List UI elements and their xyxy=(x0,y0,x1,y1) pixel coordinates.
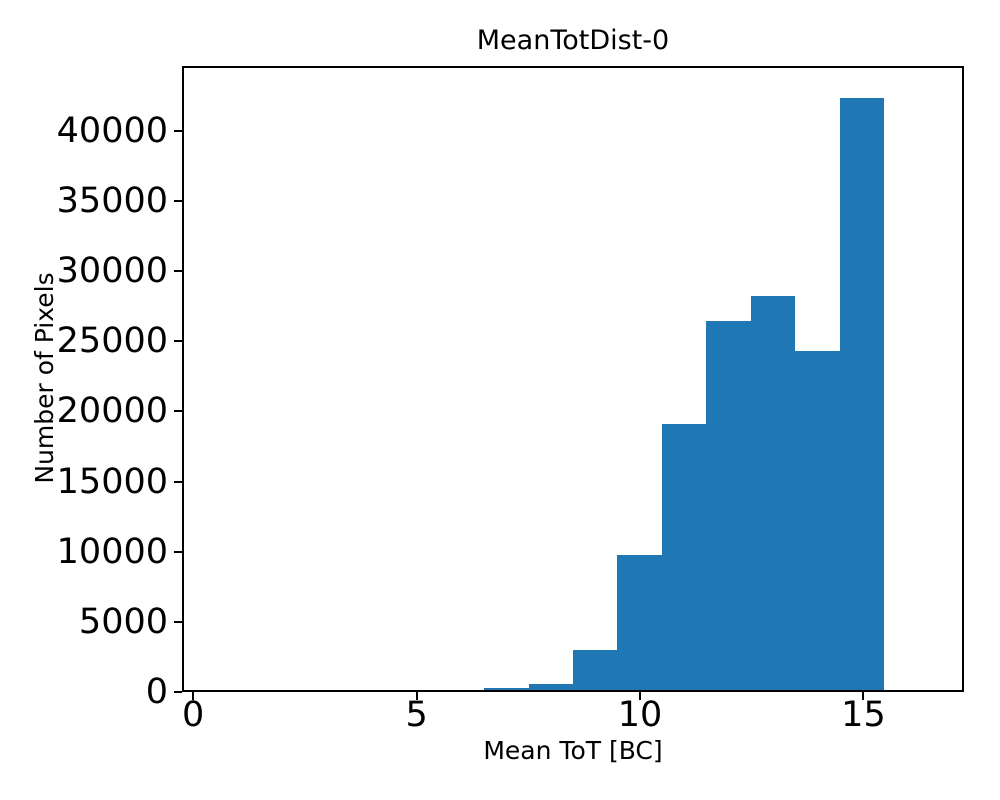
x-tick-mark xyxy=(639,692,642,700)
y-tick-label: 0 xyxy=(145,672,168,712)
x-tick-mark xyxy=(415,692,418,700)
y-tick-mark xyxy=(174,410,182,413)
y-tick-label: 5000 xyxy=(78,601,168,642)
histogram-bar xyxy=(750,295,796,690)
plot-area xyxy=(182,66,964,692)
histogram-bar xyxy=(706,321,751,690)
x-axis-label: Mean ToT [BC] xyxy=(483,736,663,765)
y-tick-label: 10000 xyxy=(56,531,168,572)
y-tick-mark xyxy=(174,200,182,203)
chart-title: MeanTotDist-0 xyxy=(476,25,670,56)
x-tick-label: 10 xyxy=(617,695,663,735)
x-tick-label: 5 xyxy=(405,695,428,735)
y-tick-mark xyxy=(174,270,182,273)
y-tick-mark xyxy=(174,550,182,553)
histogram-bar xyxy=(573,649,618,690)
histogram-bars xyxy=(184,68,962,690)
y-tick-label: 25000 xyxy=(56,321,168,362)
y-tick-mark xyxy=(174,691,182,693)
y-tick-label: 35000 xyxy=(56,181,168,222)
x-tick-mark xyxy=(862,692,865,700)
y-tick-label: 20000 xyxy=(56,391,168,432)
y-tick-label: 15000 xyxy=(56,461,168,502)
y-tick-mark xyxy=(174,620,182,623)
x-tick-label: 15 xyxy=(841,695,886,735)
histogram-bar xyxy=(484,687,529,690)
histogram-bar xyxy=(661,424,707,690)
y-axis-label: Number of Pixels xyxy=(30,272,59,484)
histogram-bar xyxy=(795,350,840,690)
y-tick-mark xyxy=(174,480,182,483)
y-tick-mark xyxy=(174,129,182,132)
histogram-bar xyxy=(617,554,662,690)
histogram-bar xyxy=(528,684,573,690)
x-tick-label: 0 xyxy=(182,695,205,735)
histogram-bar xyxy=(839,97,885,690)
y-tick-label: 30000 xyxy=(56,251,168,292)
x-tick-mark xyxy=(192,692,195,700)
y-tick-label: 40000 xyxy=(56,110,168,151)
y-tick-mark xyxy=(174,340,182,343)
